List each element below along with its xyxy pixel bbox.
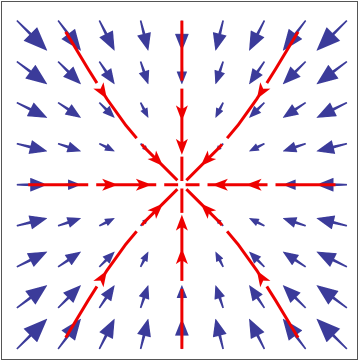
trajectory-arrowhead — [147, 203, 164, 219]
vector-arrow — [57, 101, 82, 118]
trajectory-arrowhead — [175, 138, 188, 155]
vector-arrow — [16, 215, 48, 230]
vector-arrow — [214, 61, 226, 85]
trajectory-arrowhead — [211, 178, 228, 191]
vector-arrow — [282, 284, 307, 309]
vector-arrow — [316, 285, 348, 309]
vector-arrow — [16, 60, 48, 85]
trajectory-arrowhead — [200, 203, 217, 219]
vector-arrow — [316, 318, 348, 350]
vector-arrow — [57, 60, 82, 85]
vector-arrow — [16, 19, 48, 51]
vector-arrow — [16, 140, 48, 154]
vector-arrow — [316, 140, 348, 154]
vector-arrow — [214, 284, 226, 309]
vector-arrow — [57, 284, 82, 309]
vector-arrow — [57, 141, 82, 153]
vector-arrow — [249, 20, 266, 52]
vector-arrow — [139, 102, 149, 119]
vector-arrow — [98, 101, 115, 119]
vector-arrow — [316, 251, 348, 268]
vector-arrow — [137, 318, 151, 350]
vector-arrow — [98, 142, 116, 152]
vector-arrow — [16, 101, 48, 118]
trajectory-arrowhead — [245, 178, 262, 191]
trajectory-arrowhead — [102, 178, 119, 191]
vector-arrow — [215, 251, 224, 268]
vector-arrow — [248, 251, 266, 268]
vector-arrow — [137, 20, 151, 52]
vector-arrow — [57, 217, 82, 228]
trajectory — [64, 31, 179, 182]
vector-arrow — [316, 60, 348, 85]
trajectory — [185, 188, 300, 339]
vector-arrow — [16, 285, 48, 309]
trajectory-arrowhead — [93, 270, 107, 288]
vector-arrow — [98, 251, 115, 268]
vector-arrow — [138, 61, 150, 85]
vector-arrow — [282, 141, 307, 153]
trajectory-arrowhead — [200, 150, 217, 167]
trajectory-arrowhead — [135, 178, 152, 191]
trajectory-arrowhead — [93, 82, 107, 99]
vector-arrow — [282, 251, 307, 268]
trajectory-arrowhead — [256, 82, 271, 99]
trajectory-arrowhead — [147, 150, 164, 167]
vector-arrow — [316, 215, 348, 230]
vector-arrow — [139, 251, 149, 268]
vector-arrow — [98, 318, 115, 350]
vector-arrow — [16, 251, 48, 268]
vector-arrow — [282, 217, 307, 228]
trajectory-arrowhead — [175, 105, 188, 122]
trajectory-arrowhead — [175, 248, 188, 265]
vector-arrow — [248, 142, 265, 152]
vector-arrow — [282, 101, 307, 118]
vector-arrow — [249, 318, 266, 350]
vector-arrow — [248, 101, 266, 119]
vector-arrow — [212, 20, 227, 52]
trajectory — [64, 188, 179, 339]
vector-arrow — [57, 251, 82, 268]
trajectory — [185, 31, 300, 182]
vector-arrow — [248, 217, 265, 227]
vector-arrow — [316, 101, 348, 118]
vector-arrow — [98, 284, 115, 309]
vector-arrow — [98, 60, 115, 85]
vector-arrow — [215, 102, 224, 119]
vector-arrow — [138, 284, 150, 309]
vector-arrow — [98, 20, 115, 52]
vector-arrow — [98, 217, 116, 227]
vector-arrow — [248, 284, 266, 309]
trajectory-arrowhead — [256, 270, 271, 288]
vector-arrow — [212, 318, 227, 350]
trajectory-arrowhead — [175, 214, 188, 231]
vector-arrow — [16, 318, 48, 350]
vector-arrow — [316, 19, 348, 51]
vector-arrow — [282, 60, 307, 85]
vector-arrow — [248, 60, 266, 85]
